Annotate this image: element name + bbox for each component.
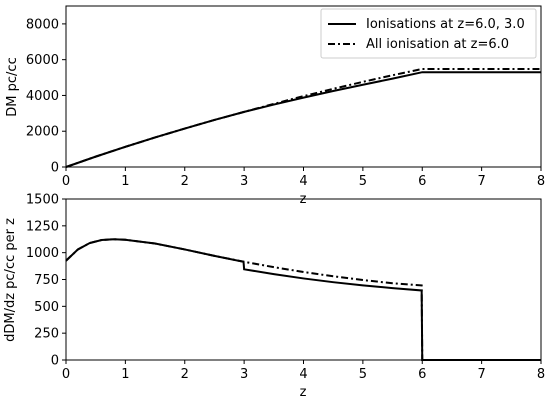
dm-series-layer — [65, 67, 541, 168]
dm-y-ticks: 0 2000 4000 6000 8000 — [26, 17, 66, 176]
ddm-y-tick-label: 1250 — [26, 219, 59, 234]
dm-x-tick-label: 5 — [359, 174, 367, 189]
dm-x-tick-label: 2 — [181, 174, 189, 189]
ddm-x-ticks: 0 1 2 3 4 5 6 7 8 — [62, 360, 545, 382]
dm-x-tick-label: 1 — [121, 174, 129, 189]
dm-x-ticks: 0 1 2 3 4 5 6 7 8 — [62, 167, 545, 189]
ddm-y-tick-label: 500 — [34, 300, 59, 315]
ddm-x-tick-label: 7 — [477, 367, 485, 382]
dm-y-tick-label: 4000 — [26, 89, 59, 104]
ddm-y-tick-label: 0 — [51, 354, 59, 369]
ddm-x-tick-label: 4 — [299, 367, 307, 382]
ddm-plot-frame — [65, 198, 542, 361]
legend: Ionisations at z=6.0, 3.0 All ionisation… — [320, 8, 537, 59]
legend-entry-all-ionisation: All ionisation at z=6.0 — [366, 37, 509, 52]
ddm-series-line-all-ionisation — [65, 238, 541, 361]
ddm-panel: 0 1 2 3 4 5 6 7 8 0 250 500 750 1000 1250 1500 dDM/dz … — [3, 193, 545, 401]
ddm-x-tick-label: 3 — [240, 367, 248, 382]
dm-x-tick-label: 3 — [240, 174, 248, 189]
ddm-x-tick-label: 8 — [537, 367, 545, 382]
ddm-x-tick-label: 1 — [121, 367, 129, 382]
dm-y-tick-label: 0 — [51, 161, 59, 176]
dm-y-axis-label: DM pc/cc — [5, 57, 20, 116]
dm-x-tick-label: 4 — [299, 174, 307, 189]
ddm-series-layer — [65, 238, 541, 361]
dm-x-tick-label: 7 — [477, 174, 485, 189]
dm-y-tick-label: 8000 — [26, 17, 59, 32]
ddm-x-tick-label: 6 — [418, 367, 426, 382]
ddm-x-tick-label: 2 — [181, 367, 189, 382]
ddm-y-tick-label: 750 — [34, 273, 59, 288]
dm-y-tick-label: 6000 — [26, 53, 59, 68]
dm-plot-frame — [65, 5, 542, 168]
legend-box — [320, 8, 537, 59]
ddm-y-axis-label: dDM/dz pc/cc per z — [3, 218, 18, 342]
ddm-x-tick-label: 5 — [359, 367, 367, 382]
dm-x-tick-label: 8 — [537, 174, 545, 189]
ddm-x-axis-label: z — [300, 385, 307, 400]
dm-series-line-all-ionisation — [65, 67, 541, 168]
dm-x-tick-label: 0 — [62, 174, 70, 189]
ddm-y-tick-label: 250 — [34, 327, 59, 342]
ddm-series-line-ionisations — [65, 238, 541, 361]
ddm-x-tick-label: 0 — [62, 367, 70, 382]
dm-y-tick-label: 2000 — [26, 125, 59, 140]
ddm-y-tick-label: 1500 — [26, 193, 59, 208]
dm-series-line-ionisations — [65, 71, 541, 168]
dm-x-tick-label: 6 — [418, 174, 426, 189]
ddm-y-tick-label: 1000 — [26, 246, 59, 261]
ddm-y-ticks: 0 250 500 750 1000 1250 1500 — [26, 193, 66, 369]
legend-entry-ionisations: Ionisations at z=6.0, 3.0 — [366, 17, 525, 32]
